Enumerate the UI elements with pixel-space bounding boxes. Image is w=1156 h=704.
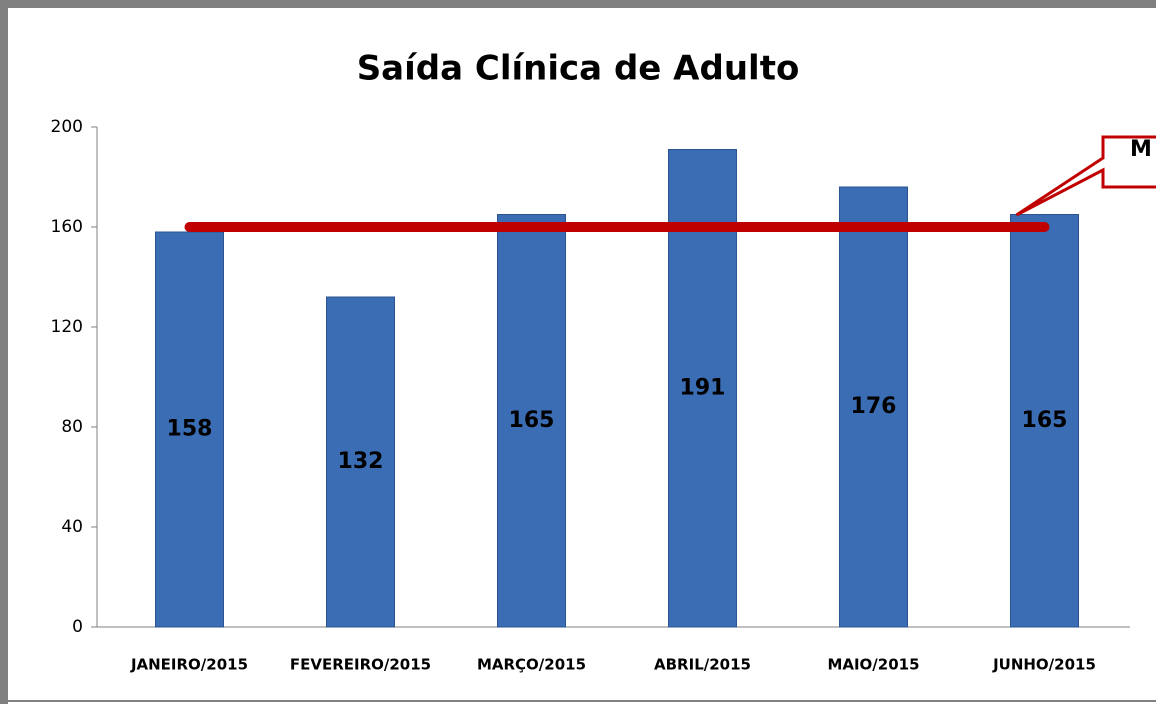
value-label: 165: [1022, 408, 1068, 433]
y-tick-label: 120: [51, 317, 83, 337]
callout-label: M: [1130, 137, 1152, 162]
value-label: 165: [509, 408, 555, 433]
y-tick-label: 80: [61, 417, 83, 437]
value-label: 176: [851, 394, 897, 419]
y-tick-label: 40: [61, 517, 83, 537]
chart-title: Saída Clínica de Adulto: [357, 49, 800, 89]
x-tick-label: JUNHO/2015: [992, 656, 1096, 674]
bar: [1010, 214, 1079, 628]
bar: [326, 296, 395, 628]
value-label: 132: [338, 449, 384, 474]
x-tick-label: MAIO/2015: [827, 656, 919, 674]
y-tick-label: 160: [51, 217, 83, 237]
value-label: 191: [680, 375, 726, 400]
x-tick-label: MARÇO/2015: [477, 656, 586, 674]
callout: [1015, 135, 1156, 217]
bar: [497, 214, 566, 628]
bar: [839, 186, 908, 628]
x-tick-label: FEVEREIRO/2015: [290, 656, 431, 674]
bar: [155, 231, 224, 628]
value-label: 158: [167, 417, 213, 442]
y-tick-label: 0: [72, 617, 83, 637]
x-tick-label: JANEIRO/2015: [130, 656, 248, 674]
y-tick-label: 200: [51, 117, 83, 137]
x-tick-label: ABRIL/2015: [654, 656, 751, 674]
